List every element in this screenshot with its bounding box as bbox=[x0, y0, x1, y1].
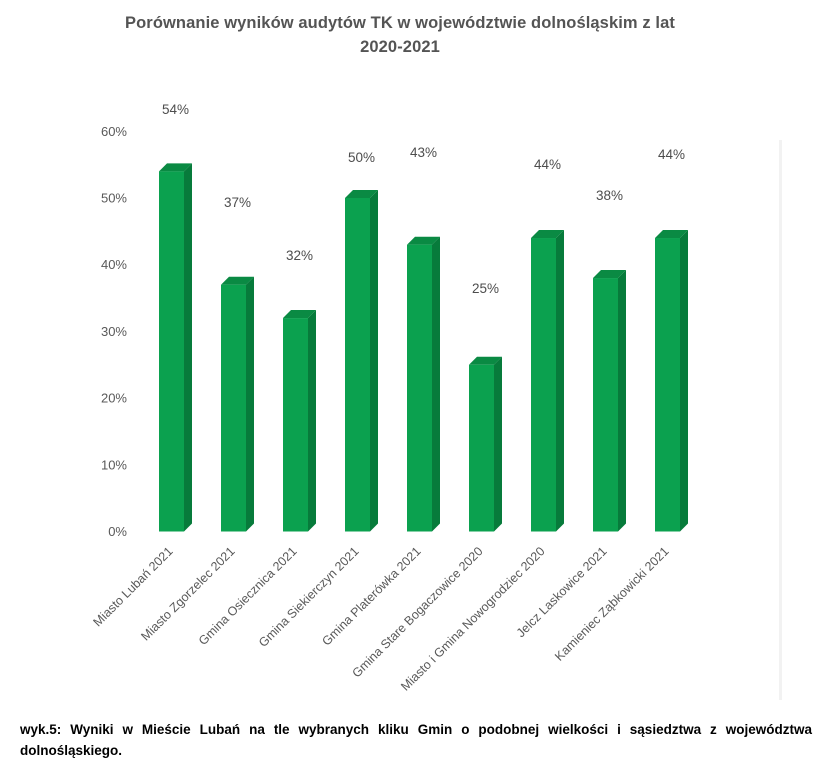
x-category-label: Gmina Siekierczyn 2021 bbox=[256, 544, 362, 650]
bar-side-face bbox=[432, 236, 440, 532]
bar-top-face bbox=[593, 270, 626, 279]
bar-group bbox=[345, 190, 378, 532]
bar-group bbox=[159, 163, 192, 532]
y-tick-label: 30% bbox=[101, 324, 127, 339]
y-tick-label: 0% bbox=[108, 524, 127, 539]
bar-side-face bbox=[556, 230, 564, 532]
bar-group bbox=[655, 230, 688, 532]
bar-top-face bbox=[221, 276, 254, 285]
bar-top-face bbox=[159, 163, 192, 172]
bar-group bbox=[531, 230, 564, 532]
bar-side-face bbox=[370, 190, 378, 532]
y-tick-label: 60% bbox=[101, 124, 127, 139]
bar-group bbox=[221, 276, 254, 532]
bar-group bbox=[469, 356, 502, 532]
bar-value-label: 44% bbox=[534, 157, 561, 172]
bar-top-face bbox=[531, 230, 564, 239]
x-category-label: Kamieniec Ząbkowicki 2021 bbox=[552, 544, 671, 663]
bar-value-label: 50% bbox=[348, 150, 375, 165]
bar-front-face bbox=[469, 364, 494, 532]
bar-side-face bbox=[618, 270, 626, 532]
chart-title: Porównanie wyników audytów TK w wojewódz… bbox=[125, 14, 675, 56]
bar-top-face bbox=[469, 356, 502, 365]
bar-side-face bbox=[308, 310, 316, 532]
bar-top-face bbox=[345, 190, 378, 198]
bar-front-face bbox=[655, 238, 680, 532]
bar-value-label: 43% bbox=[410, 145, 437, 160]
bar-side-face bbox=[680, 230, 688, 532]
bar-value-label: 38% bbox=[596, 188, 623, 203]
bar-value-label: 44% bbox=[658, 147, 685, 162]
bar-front-face bbox=[593, 278, 618, 532]
bar-top-face bbox=[655, 230, 688, 239]
bar-chart-plot: 0%10%20%30%40%50%60%54%Miasto Lubań 2021… bbox=[91, 102, 688, 694]
bar-group bbox=[407, 236, 440, 532]
bar-front-face bbox=[159, 171, 184, 532]
chart-edge-artifact bbox=[779, 140, 782, 700]
y-tick-label: 20% bbox=[101, 391, 127, 406]
bar-side-face bbox=[494, 356, 502, 532]
bar-front-face bbox=[345, 198, 370, 532]
bar-front-face bbox=[221, 284, 246, 532]
bar-top-face bbox=[407, 236, 440, 245]
x-category-label: Gmina Stare Bogaczowice 2020 bbox=[349, 544, 485, 680]
y-tick-label: 10% bbox=[101, 457, 127, 472]
bar-front-face bbox=[283, 318, 308, 532]
figure-caption: wyk.5: Wyniki w Mieście Lubań na tle wyb… bbox=[20, 722, 812, 758]
y-tick-label: 50% bbox=[101, 191, 127, 206]
bar-front-face bbox=[531, 238, 556, 532]
bar-group bbox=[283, 310, 316, 532]
bar-value-label: 37% bbox=[224, 195, 251, 210]
y-tick-label: 40% bbox=[101, 257, 127, 272]
bar-side-face bbox=[184, 163, 192, 532]
bar-side-face bbox=[246, 276, 254, 532]
bar-top-face bbox=[283, 310, 316, 319]
bar-front-face bbox=[407, 244, 432, 532]
bar-value-label: 25% bbox=[472, 281, 499, 296]
bar-group bbox=[593, 270, 626, 532]
bar-value-label: 32% bbox=[286, 248, 313, 263]
bar-value-label: 54% bbox=[162, 102, 189, 117]
